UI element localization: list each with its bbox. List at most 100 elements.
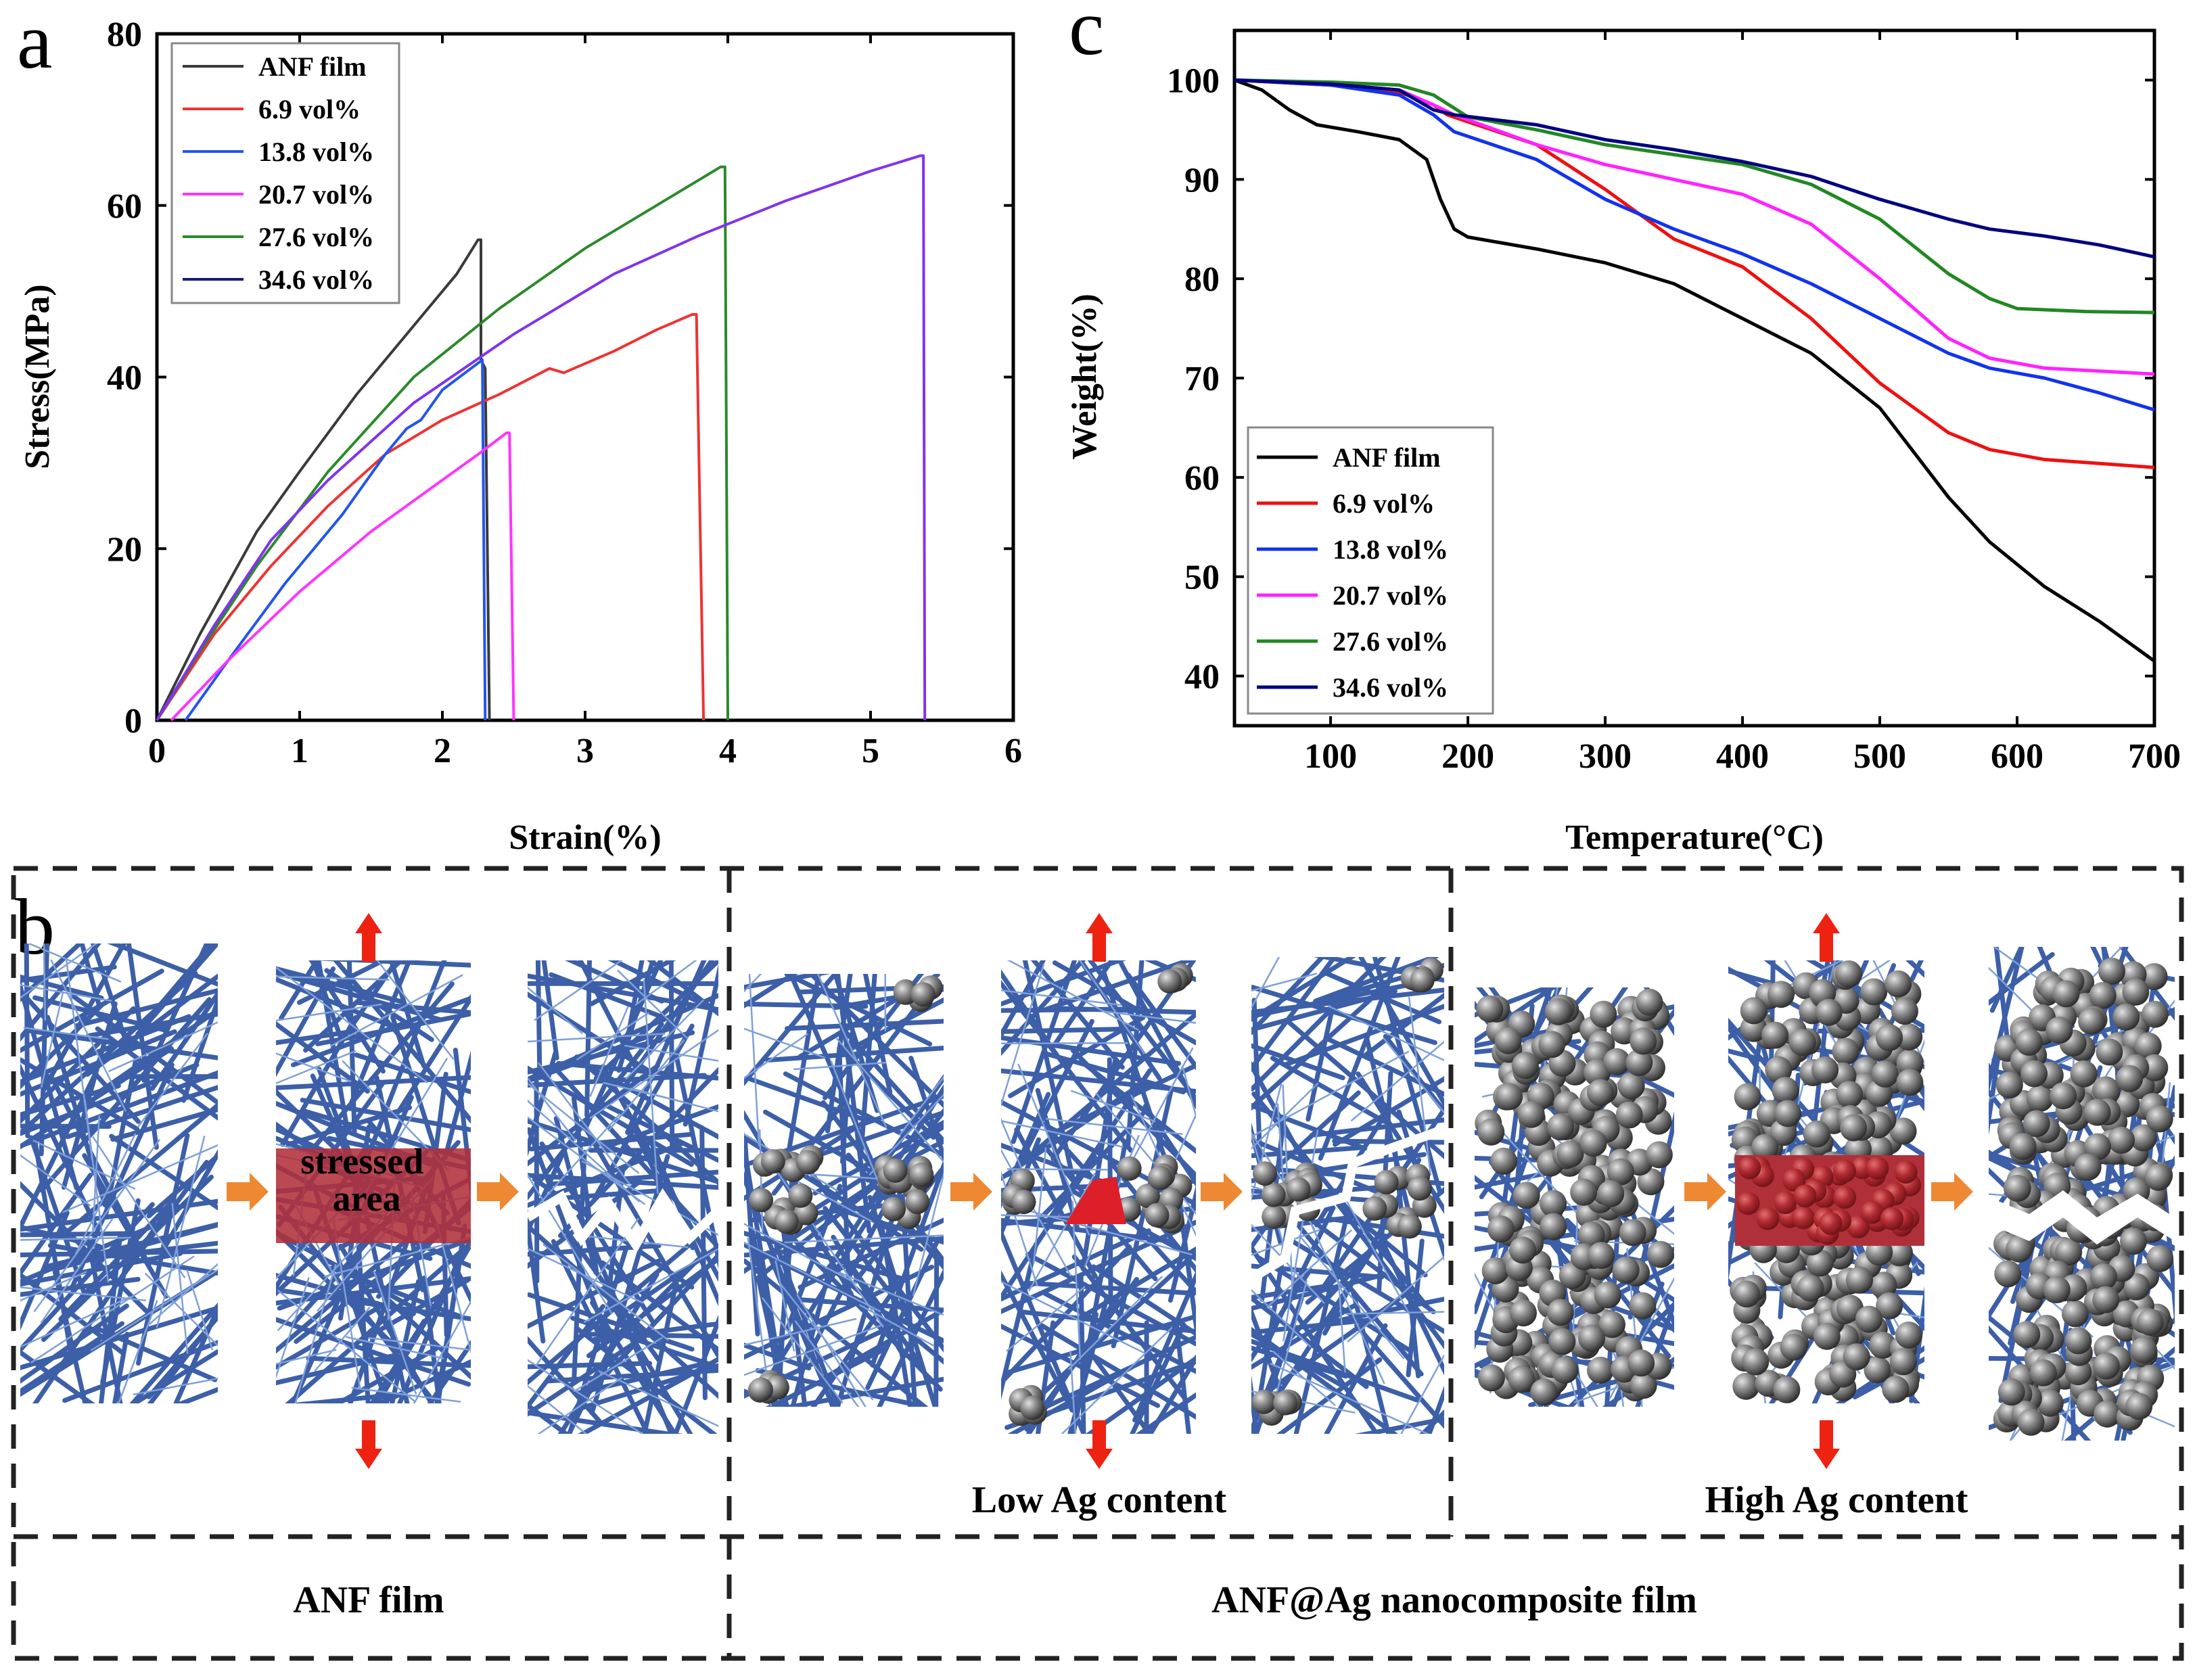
dashed-frames <box>11 866 2184 1661</box>
legend-a: ANF film 6.9 vol% 13.8 vol% 20.7 vol% 27.6 v… <box>170 42 400 304</box>
high-ag-stressed-block <box>1728 960 1924 1403</box>
series-line-20-7-vol- <box>1234 78 2155 376</box>
x-tick-label: 0 <box>148 732 166 770</box>
step-arrow <box>950 1173 992 1211</box>
outer-dashed-frame <box>11 866 2184 1661</box>
high-ag-label: High Ag content <box>1705 1479 1968 1521</box>
series-line-27-6-vol- <box>1234 78 2155 314</box>
tension-arrow-up <box>355 913 382 962</box>
y-axis-label-a: Stress(MPa) <box>18 284 57 469</box>
tension-arrow-up <box>1086 913 1113 962</box>
series-line-27-6-vol- <box>156 165 729 722</box>
series-line-13-8-vol- <box>1234 78 2155 412</box>
ag-particles <box>1009 1384 1047 1426</box>
schematic-blocks <box>20 913 2175 1469</box>
series-line-6-9-vol- <box>1234 78 2155 469</box>
ag-particles <box>1993 958 2174 1436</box>
y-tick-label: 0 <box>124 702 142 741</box>
legend-frame-a <box>170 42 400 304</box>
legend-label: ANF film <box>258 51 367 82</box>
step-arrow <box>1684 1173 1726 1211</box>
anf-initial-block <box>20 943 218 1403</box>
x-tick-label: 4 <box>719 732 737 770</box>
legend-label: 27.6 vol% <box>1333 626 1448 657</box>
ag-particles <box>747 1370 789 1404</box>
x-tick-label: 1 <box>291 732 308 770</box>
nanocomposite-label: ANF@Ag nanocomposite film <box>1211 1579 1697 1621</box>
series-line-anf-film <box>1234 78 2156 663</box>
anf-film-label: ANF film <box>293 1579 444 1621</box>
step-arrow <box>1201 1173 1243 1211</box>
y-tick-label: 50 <box>1184 559 1220 597</box>
tga-chart: c 100 200 300 400 500 600 700 40 50 60 70 80 90 100 T… <box>1065 0 2181 857</box>
y-tick-label: 40 <box>1184 658 1220 697</box>
series-line-34-6-vol- <box>156 154 927 722</box>
crack <box>528 1188 718 1254</box>
high-ag-initial-block <box>1475 987 1674 1407</box>
y-tick-label: 80 <box>1184 260 1220 299</box>
legend-label: 27.6 vol% <box>258 222 374 252</box>
stressed-area <box>1065 1177 1126 1224</box>
y-tick-label: 20 <box>107 530 142 569</box>
legend-label: 20.7 vol% <box>1333 580 1448 611</box>
series-group-a <box>156 154 927 722</box>
ag-particles <box>749 1145 824 1235</box>
tick-marks-a <box>156 32 1015 722</box>
ag-particles <box>1400 958 1443 993</box>
step-arrow <box>227 1173 269 1211</box>
x-tick-label: 3 <box>576 732 594 770</box>
series-line-34-6-vol- <box>1234 78 2155 259</box>
series-line-13-8-vol- <box>184 358 487 722</box>
x-tick-label: 5 <box>862 732 879 770</box>
y-tick-label: 60 <box>1184 459 1220 498</box>
crack <box>1989 1190 2175 1244</box>
legend-label: 6.9 vol% <box>1333 488 1435 519</box>
x-axis-label-c: Temperature(°C) <box>1565 818 1824 857</box>
ag-particles <box>1002 1168 1036 1215</box>
tension-arrow-up <box>1813 913 1840 962</box>
legend-label: 34.6 vol% <box>1333 672 1448 703</box>
tick-labels-c: 100 200 300 400 500 600 700 40 50 60 70 80 90 100 <box>1167 62 2181 776</box>
ag-particles <box>1362 1163 1437 1239</box>
legend-label: 13.8 vol% <box>258 137 374 167</box>
ag-particles <box>1116 1154 1193 1234</box>
y-tick-label: 90 <box>1184 161 1220 200</box>
series-line-6-9-vol- <box>156 312 706 722</box>
legend-c: ANF film 6.9 vol% 13.8 vol% 20.7 vol% 27.6 v… <box>1247 426 1494 715</box>
ag-particles <box>1157 963 1193 994</box>
anf-stressed-block <box>276 960 471 1403</box>
step-arrow <box>477 1173 519 1211</box>
x-tick-label: 600 <box>1991 737 2043 776</box>
ag-particles <box>1736 1156 1922 1245</box>
legend-label: 20.7 vol% <box>258 179 374 210</box>
y-tick-label: 40 <box>107 359 142 398</box>
crack <box>1251 1125 1444 1283</box>
fiber-network <box>20 943 218 1403</box>
y-tick-label: 70 <box>1184 360 1220 398</box>
x-tick-label: 200 <box>1441 737 1494 776</box>
x-axis-label-a: Strain(%) <box>509 818 661 857</box>
x-tick-label: 300 <box>1579 737 1632 776</box>
fiber-network <box>528 960 718 1434</box>
tension-arrow-down <box>355 1420 382 1469</box>
low-ag-label: Low Ag content <box>972 1479 1227 1521</box>
y-tick-label: 100 <box>1167 62 1220 100</box>
high-ag-fractured-block <box>1989 947 2175 1441</box>
x-tick-label: 6 <box>1004 732 1022 770</box>
x-tick-label: 2 <box>434 732 451 770</box>
legend-label: 6.9 vol% <box>258 94 361 124</box>
y-tick-label: 60 <box>107 187 142 226</box>
y-axis-label-c: Weight(%) <box>1065 294 1104 460</box>
x-tick-label: 500 <box>1853 737 1906 776</box>
legend-label: 13.8 vol% <box>1333 534 1448 565</box>
ag-particles <box>893 975 943 1012</box>
panel-label-a: a <box>17 0 52 85</box>
legend-frame-c <box>1247 426 1494 715</box>
series-group-c <box>1234 78 2156 663</box>
x-tick-label: 700 <box>2128 737 2181 776</box>
tension-arrow-down <box>1086 1420 1113 1469</box>
series-line-20-7-vol- <box>170 431 515 722</box>
low-ag-fractured-block <box>1251 957 1444 1434</box>
